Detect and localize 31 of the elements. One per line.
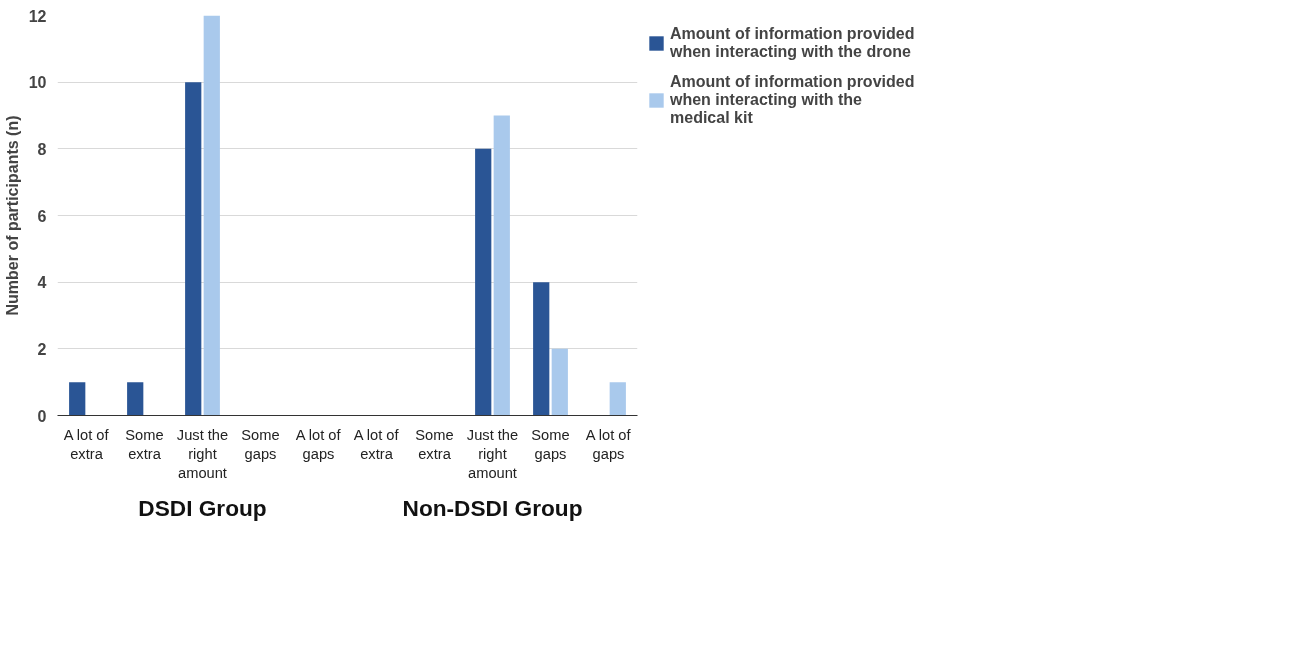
y-tick-label: 2 xyxy=(37,340,47,358)
bar xyxy=(475,148,492,416)
bar xyxy=(127,382,144,416)
x-tick-label: Just the right amount xyxy=(176,426,229,481)
x-tick-label: Some gaps xyxy=(241,426,280,462)
text: Non-DSDI Group xyxy=(402,494,583,521)
bar xyxy=(493,115,510,416)
y-tick-label: 10 xyxy=(28,74,47,92)
bar xyxy=(551,348,568,416)
bar xyxy=(533,282,550,416)
text: DSDI Group xyxy=(138,494,267,521)
y-tick-label: 0 xyxy=(37,407,47,425)
x-tick-label: Some extra xyxy=(415,426,454,462)
bar xyxy=(609,382,626,416)
x-tick-label: A lot of extra xyxy=(353,426,400,462)
x-tick-label: A lot of gaps xyxy=(295,426,342,462)
x-tick-label: Some gaps xyxy=(531,426,570,462)
legend-label: Amount of information provided when interacting with the drone xyxy=(670,25,915,61)
y-tick-label: 4 xyxy=(37,274,47,292)
x-tick-label: A lot of gaps xyxy=(585,426,632,462)
x-tick-label: Some extra xyxy=(125,426,164,462)
y-tick-label: 12 xyxy=(28,7,47,25)
y-tick-label: 8 xyxy=(37,140,47,158)
y-tick-label: 6 xyxy=(37,207,47,225)
x-tick-label: Just the right amount xyxy=(466,426,519,481)
bar xyxy=(185,82,202,416)
y-axis-title: Number of participants (n) xyxy=(3,115,21,316)
bar xyxy=(69,382,86,416)
x-tick-label: A lot of extra xyxy=(63,426,110,462)
legend-label: Amount of information provided when interacting with the medical kit xyxy=(670,73,915,127)
bar xyxy=(203,15,220,416)
